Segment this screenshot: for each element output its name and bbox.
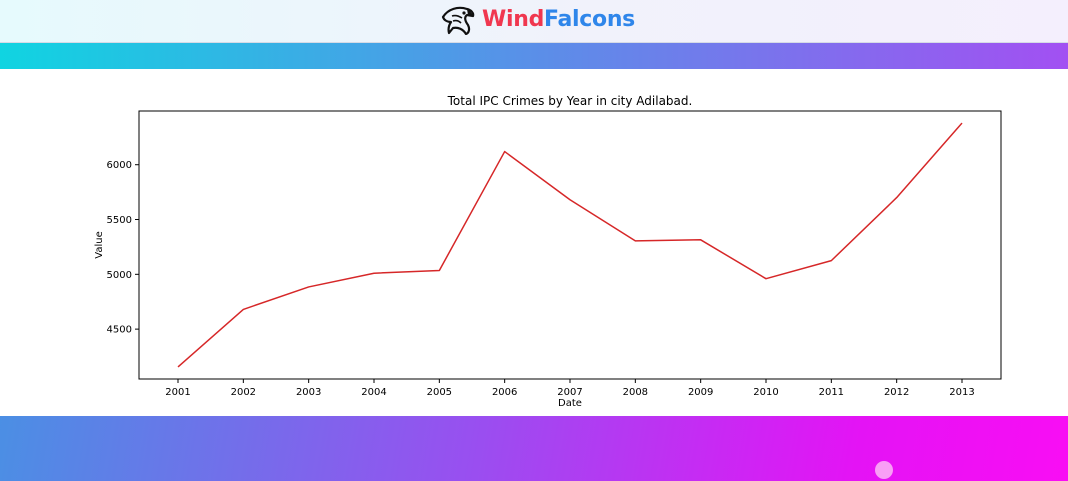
x-axis-label: Date (558, 398, 582, 409)
y-axis-label: Value (94, 231, 105, 258)
x-tick-label: 2006 (492, 387, 517, 398)
x-tick-label: 2002 (231, 387, 256, 398)
x-tick-label: 2001 (165, 387, 190, 398)
brand-name-wind: Wind (482, 7, 545, 32)
chart-title: Total IPC Crimes by Year in city Adilaba… (447, 94, 693, 108)
hero-gradient-band (0, 43, 1068, 69)
x-tick-label: 2003 (296, 387, 321, 398)
x-tick-label: 2012 (884, 387, 909, 398)
x-tick-label: 2009 (688, 387, 713, 398)
y-tick-label: 5500 (107, 215, 132, 226)
top-navbar: WindFalcons (0, 0, 1068, 43)
x-tick-label: 2004 (361, 387, 386, 398)
chart-container: Total IPC Crimes by Year in city Adilaba… (0, 69, 1068, 416)
x-tick-label: 2005 (427, 387, 452, 398)
y-tick-label: 4500 (107, 325, 132, 336)
brand-name: WindFalcons (482, 9, 635, 31)
x-tick-label: 2011 (819, 387, 844, 398)
x-tick-label: 2013 (949, 387, 974, 398)
line-chart: Total IPC Crimes by Year in city Adilaba… (94, 94, 1002, 409)
x-tick-label: 2008 (623, 387, 648, 398)
brand-logo[interactable]: WindFalcons (440, 4, 635, 36)
x-tick-label: 2010 (753, 387, 778, 398)
x-tick-label: 2007 (557, 387, 582, 398)
y-tick-label: 6000 (107, 160, 132, 171)
falcon-head-icon (441, 6, 475, 35)
floating-action-dot[interactable] (875, 461, 893, 479)
series-line (177, 122, 963, 368)
footer-gradient-band (0, 416, 1068, 481)
plot-frame (138, 110, 1002, 380)
brand-name-falcons: Falcons (544, 7, 635, 32)
y-tick-label: 5000 (107, 270, 132, 281)
